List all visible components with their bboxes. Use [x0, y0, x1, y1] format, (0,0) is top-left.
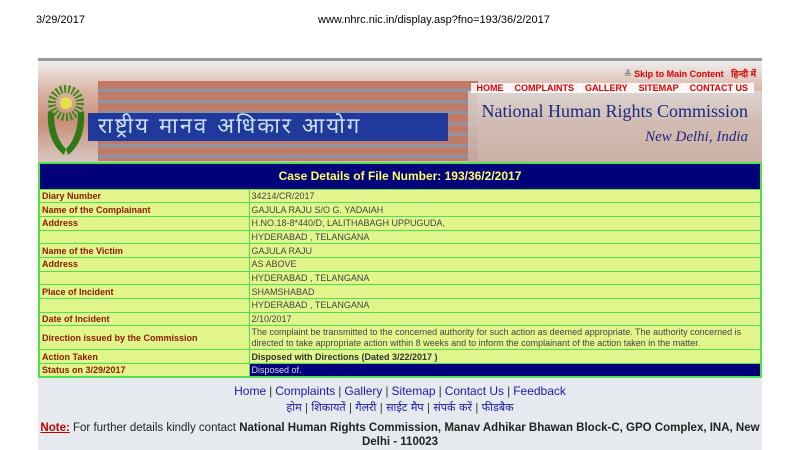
row-value: SHAMSHABAD: [248, 284, 762, 299]
footer-link[interactable]: गैलरी: [355, 401, 377, 415]
footer-link[interactable]: शिकायतें: [311, 401, 346, 415]
row-value: GAJULA RAJU S/O G. YADAIAH: [248, 202, 762, 217]
nav-contact[interactable]: CONTACT US: [684, 83, 754, 93]
org-city: New Delhi, India: [645, 129, 748, 145]
row-label: Name of the Victim: [38, 243, 250, 258]
row-label: Name of the Complainant: [38, 202, 250, 217]
separator: |: [338, 384, 342, 399]
separator: |: [438, 384, 442, 399]
table-row: Address H.NO.18-8*440/D, LALITHABAGH UPPU…: [38, 215, 762, 231]
building-image-2: [468, 91, 762, 162]
row-label: Address: [38, 215, 250, 231]
row-value: Disposed of.: [248, 363, 762, 378]
separator: |: [379, 401, 384, 415]
top-nav: HOME COMPLAINTS GALLERY SITEMAP CONTACT …: [471, 83, 754, 93]
row-label: Direction issued by the Commission: [38, 325, 250, 351]
table-row: Name of the Victim GAJULA RAJU: [38, 243, 762, 258]
separator: |: [304, 401, 309, 415]
row-value: H.NO.18-8*440/D, LALITHABAGH UPPUGUDA,: [248, 215, 762, 231]
footer-link[interactable]: Complaints: [275, 384, 336, 399]
footer-hindi-links: होम | शिकायतें | गैलरी | साईट मैप | संपर्क करें |…: [38, 400, 762, 415]
row-value: AS ABOVE: [248, 256, 762, 272]
footer-link[interactable]: फीडबैक: [481, 401, 514, 415]
org-name: National Human Rights Commission: [481, 101, 748, 121]
separator: |: [269, 384, 273, 399]
nhrc-emblem-icon: [47, 85, 85, 155]
footer-link[interactable]: Contact Us: [444, 384, 505, 399]
row-label: Action Taken: [38, 349, 250, 365]
footer-links: Home | Complaints | Gallery | Sitemap | Contact …: [38, 384, 762, 398]
row-label: Place of Incident: [38, 284, 250, 299]
footer-link[interactable]: होम: [286, 401, 302, 415]
row-value: 2/10/2017: [248, 311, 762, 327]
table-row: Direction issued by the Commission The co…: [38, 325, 762, 351]
nav-sitemap[interactable]: SITEMAP: [633, 83, 685, 93]
row-value: The complaint be transmitted to the conc…: [248, 325, 762, 351]
footer-link[interactable]: Feedback: [513, 384, 566, 399]
hindi-title: राष्ट्रीय मानव अधिकार आयोग: [88, 113, 448, 141]
table-row: Place of Incident SHAMSHABAD: [38, 284, 762, 299]
hindi-link[interactable]: हिन्दी में: [731, 69, 756, 79]
row-value: GAJULA RAJU: [248, 243, 762, 258]
table-row: Date of Incident 2/10/2017: [38, 311, 762, 327]
table-row: HYDERABAD , TELANGANA: [38, 298, 762, 313]
print-date: 3/29/2017: [36, 14, 85, 26]
row-value: HYDERABAD , TELANGANA: [248, 229, 762, 245]
row-label: Address: [38, 256, 250, 272]
row-value: HYDERABAD , TELANGANA: [248, 298, 762, 313]
table-row: Address AS ABOVE: [38, 256, 762, 272]
chevron-down-icon: ≚: [624, 69, 635, 79]
table-row: Name of the Complainant GAJULA RAJU S/O G…: [38, 202, 762, 217]
footer-note: Note: For further details kindly contact…: [38, 421, 762, 449]
nav-gallery[interactable]: GALLERY: [579, 83, 634, 93]
table-row: Diary Number 34214/CR/2017: [38, 188, 762, 204]
note-address: National Human Rights Commission, Manav …: [239, 422, 760, 449]
table-row: Action Taken Disposed with Directions (Da…: [38, 349, 762, 365]
footer-link[interactable]: Gallery: [344, 384, 383, 399]
separator: |: [385, 384, 389, 399]
row-label: [38, 229, 250, 245]
row-label: [38, 298, 250, 313]
footer-link[interactable]: साईट मैप: [386, 401, 424, 415]
table-row: Status on 3/29/2017 Disposed of.: [38, 363, 762, 378]
note-text: For further details kindly contact: [73, 422, 237, 435]
banner: राष्ट्रीय मानव अधिकार आयोग ≚ Skip to Mai…: [38, 58, 762, 162]
footer-link[interactable]: Home: [234, 384, 267, 399]
table-row: HYDERABAD , TELANGANA: [38, 270, 762, 286]
row-value: Disposed with Directions (Dated 3/22/201…: [248, 349, 762, 365]
separator: |: [348, 401, 353, 415]
row-label: Date of Incident: [38, 311, 250, 327]
footer-link[interactable]: संपर्क करें: [433, 401, 472, 415]
row-label: Diary Number: [38, 188, 250, 204]
separator: |: [507, 384, 511, 399]
case-title: Case Details of File Number: 193/36/2/20…: [38, 162, 762, 190]
row-label: Status on 3/29/2017: [38, 363, 250, 378]
case-details-table: Case Details of File Number: 193/36/2/20…: [38, 162, 762, 379]
table-row: HYDERABAD , TELANGANA: [38, 229, 762, 245]
print-url: www.nhrc.nic.in/display.asp?fno=193/36/2…: [318, 14, 550, 26]
page: राष्ट्रीय मानव अधिकार आयोग ≚ Skip to Mai…: [38, 58, 762, 450]
skip-link[interactable]: Skip to Main Content: [634, 69, 724, 79]
row-value: HYDERABAD , TELANGANA: [248, 270, 762, 286]
nav-complaints[interactable]: COMPLAINTS: [509, 83, 580, 93]
separator: |: [426, 401, 431, 415]
footer-link[interactable]: Sitemap: [391, 384, 436, 399]
row-value: 34214/CR/2017: [248, 188, 762, 204]
separator: |: [474, 401, 479, 415]
row-label: [38, 270, 250, 286]
nav-home[interactable]: HOME: [471, 83, 510, 93]
note-label: Note:: [40, 422, 70, 435]
